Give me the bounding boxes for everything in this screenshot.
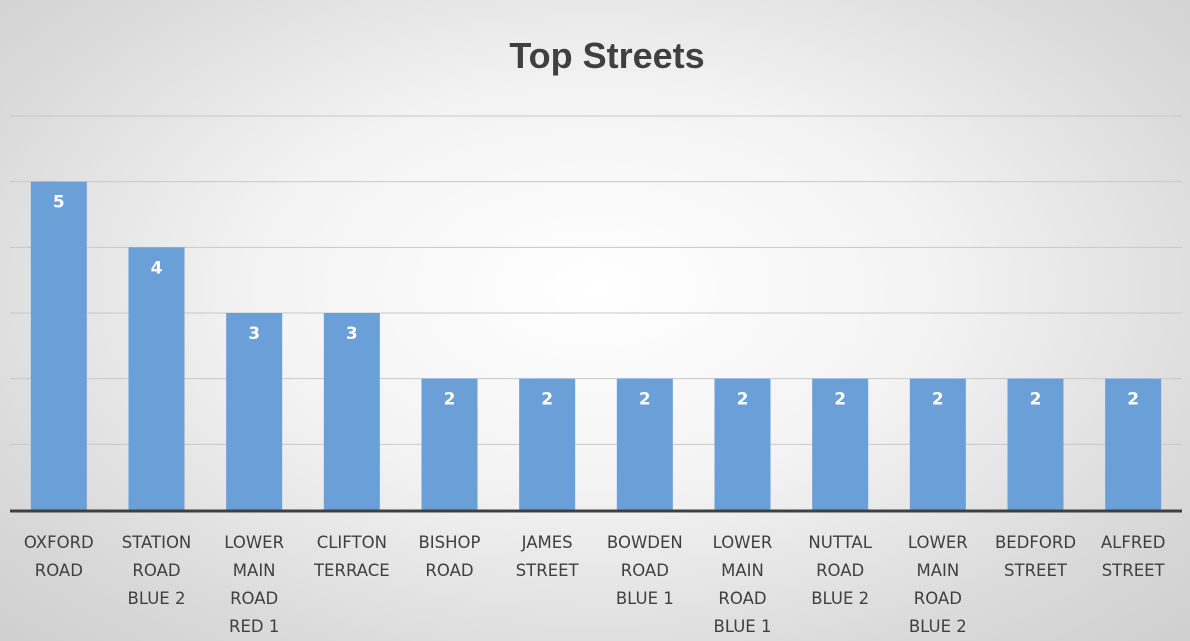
bar: [226, 313, 283, 510]
category-label: BEDFORD STREET: [995, 533, 1076, 580]
data-labels: 5 4 3 3 2 2 2 2 2 2 2 2: [53, 193, 1139, 410]
category-label: CLIFTON TERRACE: [313, 533, 390, 580]
bar: [323, 313, 380, 510]
data-label: 2: [1030, 390, 1042, 410]
gridlines: [10, 115, 1182, 445]
chart-title: Top Streets: [509, 35, 704, 76]
category-label: JAMES STREET: [516, 533, 580, 580]
data-label: 3: [248, 324, 260, 344]
category-label: STATION ROAD BLUE 2: [122, 533, 192, 608]
data-label: 2: [541, 390, 553, 410]
category-label: OXFORD ROAD: [24, 533, 94, 580]
category-label: LOWER MAIN ROAD BLUE 1: [713, 533, 773, 636]
data-label: 3: [346, 324, 358, 344]
bar: [616, 378, 673, 510]
data-label: 5: [53, 193, 65, 213]
category-label: LOWER MAIN ROAD BLUE 2: [908, 533, 968, 636]
bar: [812, 378, 869, 510]
bars: [30, 181, 1162, 511]
category-label: BISHOP ROAD: [418, 533, 480, 580]
data-label: 2: [932, 390, 944, 410]
category-label: LOWER MAIN ROAD RED 1: [224, 533, 284, 636]
bar: [30, 181, 87, 510]
data-label: 2: [737, 390, 749, 410]
bar: [519, 378, 576, 510]
bar: [1105, 378, 1162, 510]
bar: [909, 378, 966, 510]
category-label: ALFRED STREET: [1101, 533, 1166, 580]
bar: [128, 247, 185, 511]
bar: [421, 378, 478, 510]
bar: [1007, 378, 1064, 510]
category-label: NUTTAL ROAD BLUE 2: [808, 533, 872, 608]
bar: [714, 378, 771, 510]
data-label: 2: [444, 390, 456, 410]
data-label: 2: [1127, 390, 1139, 410]
category-label: BOWDEN ROAD BLUE 1: [607, 533, 683, 608]
data-label: 2: [834, 390, 846, 410]
category-labels: OXFORD ROAD STATION ROAD BLUE 2 LOWER MAIN ROAD…: [24, 533, 1166, 636]
data-label: 4: [151, 258, 163, 278]
data-label: 2: [639, 390, 651, 410]
